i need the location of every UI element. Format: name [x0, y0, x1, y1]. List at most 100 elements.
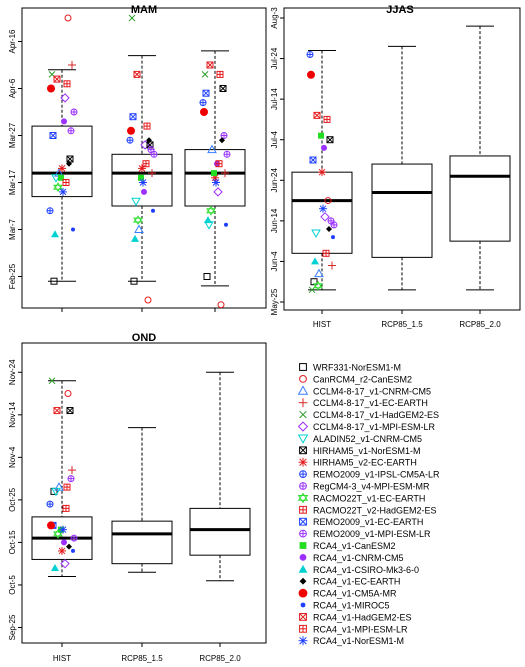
model-point	[61, 118, 67, 125]
legend-label: RCA4_v1-CM5A-MR	[313, 589, 397, 599]
model-point	[307, 70, 315, 79]
y-tick-label: Jun-14	[270, 208, 279, 233]
model-point	[46, 500, 54, 508]
y-tick-label: Oct-15	[8, 530, 17, 555]
model-point	[58, 546, 66, 555]
y-tick-label: Sep-25	[8, 614, 17, 640]
model-point	[66, 155, 74, 163]
box-iqr	[291, 171, 353, 254]
legend-label: RCA4_v1-MIROC5	[313, 601, 390, 611]
model-point	[220, 132, 228, 139]
x-tick-label: RCP85_1.5	[381, 320, 423, 329]
x-tick-label: HIST	[313, 320, 331, 329]
legend-label: HIRHAM5_v1-NorESM1-M	[313, 446, 421, 456]
model-point	[134, 224, 144, 233]
model-point	[319, 204, 327, 213]
legend-label: RCA4_v1-EC-EARTH	[313, 577, 400, 587]
panel-title-ond: OND	[132, 332, 157, 344]
legend-marker	[298, 588, 308, 598]
legend-marker	[299, 554, 307, 561]
model-point	[202, 89, 210, 97]
legend-marker	[299, 470, 307, 479]
model-point	[211, 170, 217, 177]
model-point	[206, 61, 214, 69]
model-point	[326, 225, 332, 232]
model-point	[138, 174, 144, 181]
model-point	[131, 234, 139, 242]
model-point	[148, 169, 156, 178]
model-point	[126, 136, 134, 144]
x-tick-label: RCP85_2.0	[459, 320, 501, 329]
model-point	[64, 14, 72, 22]
model-point	[67, 475, 75, 483]
model-point	[224, 222, 228, 227]
legend-label: REMO2009_v1-MPI-ESM-LR	[313, 529, 431, 539]
legend-marker	[298, 564, 308, 573]
legend-label: RCA4_v1-NorESM1-M	[313, 636, 404, 646]
model-point	[321, 144, 327, 151]
model-point	[64, 390, 72, 398]
y-tick-label: Feb-25	[8, 263, 17, 289]
model-point	[151, 208, 155, 213]
model-point	[330, 221, 338, 229]
model-point	[313, 280, 323, 291]
model-point	[320, 212, 330, 222]
x-tick-label: HIST	[53, 654, 71, 663]
panel-title-jjas: JJAS	[386, 4, 414, 16]
model-point	[147, 146, 155, 154]
y-tick-label: Mar-27	[8, 122, 17, 148]
model-point	[328, 261, 336, 270]
model-point	[141, 188, 147, 195]
legend-label: RACMO22T_v1-EC-EARTH	[313, 493, 425, 503]
model-point	[221, 169, 229, 178]
model-point	[206, 205, 216, 216]
model-point	[51, 487, 61, 497]
model-point	[67, 127, 75, 135]
model-point	[204, 216, 212, 224]
model-point	[306, 51, 314, 59]
model-point	[146, 137, 152, 144]
y-tick-label: Apr-16	[8, 29, 17, 54]
model-point	[71, 548, 75, 553]
model-point	[318, 168, 326, 177]
model-point	[68, 466, 76, 475]
y-tick-label: Jul-4	[270, 130, 279, 148]
model-point	[66, 543, 72, 550]
model-point	[323, 115, 331, 123]
legend-label: REMO2009_v1-EC-EARTH	[313, 517, 423, 527]
model-point	[62, 504, 70, 512]
legend-marker	[299, 529, 307, 538]
legend-marker	[299, 505, 307, 514]
model-point	[326, 136, 334, 144]
y-tick-label: May-25	[270, 288, 279, 315]
model-point	[66, 407, 74, 415]
box-iqr	[111, 153, 173, 207]
model-point	[133, 70, 141, 78]
panel-title-mam: MAM	[131, 4, 157, 16]
model-point	[129, 113, 137, 121]
model-point	[53, 407, 61, 415]
legend-marker	[299, 482, 307, 490]
legend-label: RCA4_v1-CSIRO-Mk3-6-0	[313, 565, 419, 575]
legend-marker	[299, 410, 307, 419]
model-point	[143, 122, 151, 130]
model-point	[139, 178, 147, 187]
box-iqr	[111, 520, 173, 565]
legend-label: CanRCM4_r2-CanESM2	[313, 374, 412, 384]
legend-label: CCLM4-8-17_v1-HadGEM2-ES	[313, 410, 439, 420]
y-tick-label: Jun-4	[270, 251, 279, 272]
model-point	[53, 182, 63, 193]
legend-label: CCLM4-8-17_v1-CNRM-CM5	[313, 386, 431, 396]
legend-marker	[299, 542, 307, 549]
model-point	[70, 534, 78, 542]
legend-marker	[297, 434, 309, 444]
y-tick-label: Nov-24	[8, 359, 17, 385]
model-point	[212, 178, 220, 187]
y-tick-label: Jun-24	[270, 168, 279, 193]
model-point	[47, 84, 55, 93]
model-point	[63, 80, 71, 88]
y-tick-label: Oct-25	[8, 487, 17, 512]
model-point	[313, 111, 321, 119]
legend-label: RegCM4-3_v4-MPI-ESM-MR	[313, 482, 430, 492]
model-point	[61, 539, 67, 546]
